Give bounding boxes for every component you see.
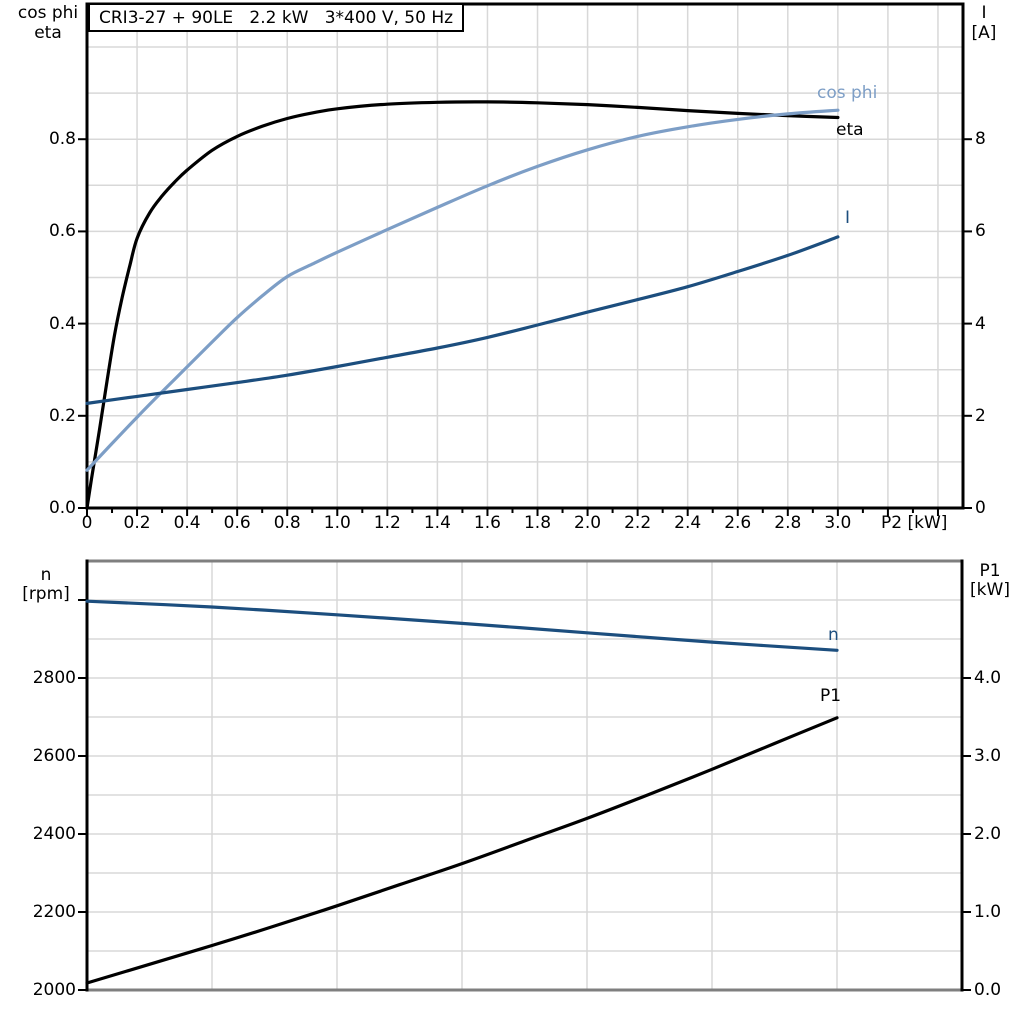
p1-curve-label: P1	[820, 686, 842, 706]
y-tick-label-left: 0.2	[48, 405, 76, 426]
y-tick-label-right: 0.0	[974, 980, 1002, 1000]
y-tick-label-left: 2000	[32, 980, 76, 1000]
y-tick-label-right: 6	[975, 221, 986, 242]
x-tick-label: 2.8	[774, 513, 802, 533]
lower-right-axis-title: P1 [kW]	[958, 562, 1022, 600]
upper-left-axis-title-line2: eta	[34, 23, 62, 43]
lower-left-axis-title: n [rpm]	[8, 566, 84, 604]
y-tick-label-left: 2200	[32, 902, 76, 922]
y-tick-label-left: 0.8	[48, 129, 76, 150]
current-curve-label: I	[845, 208, 851, 228]
upper-right-axis-title: I [A]	[952, 3, 1016, 43]
y-tick-label-left: 2800	[32, 668, 76, 688]
x-tick-label: 2.2	[624, 513, 652, 533]
x-axis-unit-label: P2 [kW]	[881, 513, 948, 533]
y-tick-label-left: 2600	[32, 746, 76, 766]
x-tick-label: 2.6	[724, 513, 752, 533]
y-tick-label-right: 3.0	[974, 746, 1002, 766]
lower-right-axis-title-line2: [kW]	[970, 580, 1010, 600]
y-tick-label-left: 2400	[32, 824, 76, 844]
eta-curve-label: eta	[836, 120, 864, 140]
x-tick-label: 2.0	[574, 513, 602, 533]
x-tick-label: 2.4	[674, 513, 702, 533]
upper-left-axis-title-line1: cos phi	[17, 3, 79, 23]
x-tick-label: 1.4	[423, 513, 451, 533]
cos-phi-curve-label: cos phi	[817, 83, 878, 103]
curve-cos-phi	[85, 108, 840, 472]
x-tick-label: 0.4	[173, 513, 201, 533]
x-tick-label: 1.2	[373, 513, 401, 533]
y-tick-label-right: 2.0	[974, 824, 1002, 844]
y-tick-label-left: 0.6	[48, 221, 76, 242]
x-tick-label: 0.2	[123, 513, 151, 533]
curve-I	[85, 235, 840, 405]
chart-title: CRI3-27 + 90LE 2.2 kW 3*400 V, 50 Hz	[99, 7, 454, 28]
y-tick-label-right: 2	[975, 405, 986, 426]
upper-right-axis-title-line2: [A]	[971, 23, 997, 43]
y-tick-label-right: 0	[975, 498, 986, 518]
y-tick-label-left: 0.0	[48, 498, 76, 518]
y-tick-label-left: 0.4	[48, 313, 76, 334]
x-tick-label: 1.0	[323, 513, 351, 533]
x-tick-label: 0.8	[273, 513, 301, 533]
x-tick-label: 3.0	[824, 513, 852, 533]
upper-right-axis-title-line1: I	[981, 3, 987, 23]
lower-left-axis-title-line2: [rpm]	[22, 584, 70, 604]
upper-left-axis-title: cos phi eta	[6, 3, 90, 43]
x-tick-label: 0	[81, 513, 93, 533]
x-tick-label: 1.8	[523, 513, 552, 533]
curve-P1	[85, 716, 839, 985]
curve-n	[85, 599, 839, 652]
curve-eta	[85, 100, 840, 510]
y-tick-label-right: 8	[975, 129, 986, 150]
x-tick-label: 1.6	[473, 513, 501, 533]
y-tick-label-right: 4	[975, 313, 986, 334]
speed-curve-label: n	[828, 625, 839, 645]
y-tick-label-right: 4.0	[974, 668, 1002, 688]
x-tick-label: 0.6	[223, 513, 251, 533]
y-tick-label-right: 1.0	[974, 902, 1002, 922]
chart-title-box: CRI3-27 + 90LE 2.2 kW 3*400 V, 50 Hz	[88, 3, 465, 32]
lower-left-axis-title-line1: n	[40, 565, 52, 585]
lower-right-axis-title-line1: P1	[979, 561, 1001, 581]
